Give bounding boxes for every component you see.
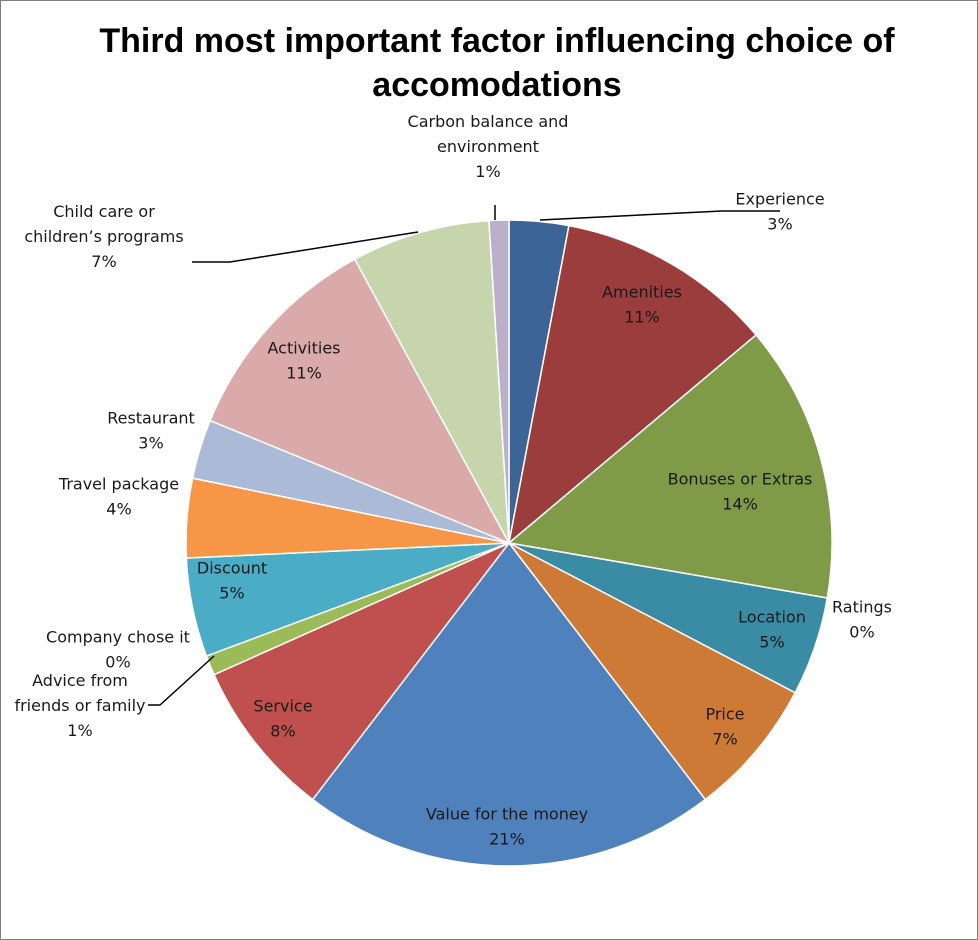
pie-slice-price <box>508 542 797 801</box>
data-label-company-chose-it: Company chose it 0% <box>46 628 190 672</box>
leader-line-advice-from-friends-or-family <box>148 655 215 706</box>
data-label-service: Service 8% <box>253 697 312 741</box>
data-label-amenities: Amenities 11% <box>602 283 682 327</box>
leader-line-experience <box>539 210 780 221</box>
leader-lines <box>148 205 780 706</box>
chart-title-line-1: Third most important factor influencing … <box>99 22 895 60</box>
pie-slice-bonuses-or-extras <box>507 333 833 599</box>
data-label-value-for-the-money: Value for the money 21% <box>426 805 588 849</box>
pie-slices <box>185 219 833 867</box>
data-label-restaurant: Restaurant 3% <box>107 409 195 453</box>
pie-slice-service <box>213 542 510 801</box>
pie-slice-amenities <box>507 224 758 545</box>
data-label-advice-from-friends-or-family: Advice from friends or family 1% <box>14 671 145 740</box>
data-labels: Experience 3% Amenities 11% Bonuses or Extra… <box>14 112 891 849</box>
data-label-bonuses-or-extras: Bonuses or Extras 14% <box>668 470 813 514</box>
pie-slice-child-care-or-children-s-programs <box>353 219 510 544</box>
leader-line-child-care-or-children-s-programs <box>192 231 419 263</box>
data-label-location: Location 5% <box>738 608 806 652</box>
pie-slice-activities <box>209 258 511 545</box>
data-label-activities: Activities 11% <box>268 339 341 383</box>
data-label-child-care-or-children-s-programs: Child care or children’s programs 7% <box>24 202 183 271</box>
data-label-carbon-balance-and-environment: Carbon balance and environment 1% <box>408 112 569 181</box>
data-label-ratings: Ratings 0% <box>832 598 892 642</box>
pie-slice-value-for-the-money <box>311 541 707 867</box>
data-label-experience: Experience 3% <box>735 190 824 234</box>
data-label-travel-package: Travel package 4% <box>58 475 179 519</box>
chart-title-line-2: accomodations <box>372 66 621 104</box>
data-label-discount: Discount 5% <box>197 559 267 603</box>
pie-slice-carbon-balance-and-environment <box>488 219 510 544</box>
data-label-price: Price 7% <box>705 705 744 749</box>
